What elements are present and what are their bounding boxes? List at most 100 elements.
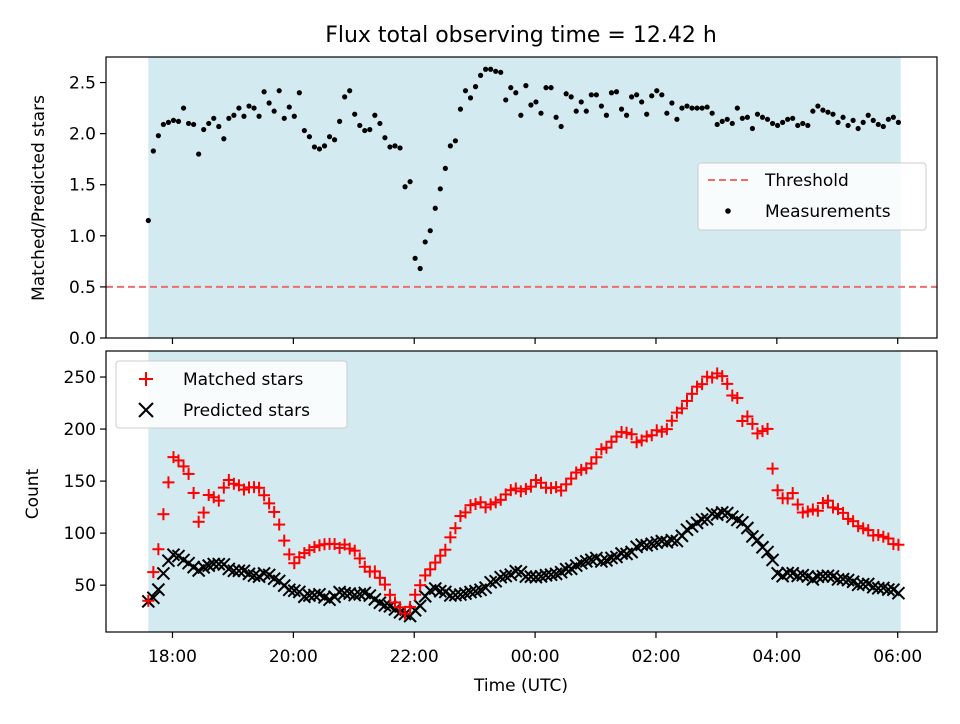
matched-star-point [162, 476, 175, 489]
top-y-axis-ticks: 0.0 0.5 1.0 1.5 2.0 2.5 [69, 74, 106, 349]
matched-star-point [217, 481, 230, 494]
matched-star-point [504, 484, 517, 497]
matched-star-point [152, 543, 165, 556]
matched-star-point [147, 566, 160, 579]
predicted-star-point [287, 584, 302, 598]
y-tick-label: 1.5 [69, 176, 96, 196]
measurement-point [704, 104, 710, 110]
predicted-star-stroke [760, 545, 775, 559]
x-tick-label: 00:00 [511, 647, 560, 667]
predicted-star-point [307, 588, 322, 602]
predicted-star-stroke [242, 567, 256, 581]
predicted-star-point [232, 564, 246, 578]
predicted-star-stroke [267, 571, 281, 586]
predicted-star-stroke [494, 570, 508, 584]
measurement-point [442, 165, 448, 171]
measurement-point [593, 92, 599, 98]
matched-star-point [771, 484, 784, 497]
measurement-point [558, 123, 564, 130]
matched-star-point [187, 486, 200, 499]
measurement-point [216, 123, 222, 130]
matched-star-point [862, 524, 875, 537]
measurement-point [452, 138, 459, 144]
bottom-legend: Matched stars Predicted stars [115, 360, 348, 429]
y-tick-label: 250 [64, 368, 96, 388]
measurement-point [387, 144, 393, 150]
bottom-legend-box [115, 360, 348, 429]
matched-star-point [640, 430, 653, 443]
predicted-star-stroke [856, 577, 870, 591]
matched-star-point [716, 370, 729, 383]
predicted-star-point [468, 584, 483, 598]
matched-star-point [660, 423, 673, 436]
legend-predicted-swatch [138, 402, 154, 418]
matched-star-point [691, 380, 704, 393]
measurement-point [865, 112, 871, 118]
matched-star-point [494, 493, 507, 506]
matched-star-point [801, 505, 814, 518]
measurement-point [639, 99, 645, 105]
matched-star-point [343, 542, 356, 555]
predicted-star-stroke [791, 569, 805, 583]
predicted-star-stroke [826, 569, 840, 584]
matched-star-point [761, 422, 774, 435]
measurement-point [830, 111, 836, 117]
matched-star-point [409, 588, 422, 601]
matched-star-point [816, 496, 829, 509]
measurement-point [684, 103, 690, 109]
predicted-star-stroke [463, 585, 478, 599]
measurement-point [548, 85, 554, 91]
measurement-point [825, 109, 831, 115]
measurement-point [155, 133, 161, 139]
matched-star-point [479, 501, 492, 514]
measurement-point [145, 217, 151, 224]
predicted-star-point [483, 575, 498, 589]
bottom-x-axis-label: Time (UTC) [473, 676, 568, 696]
measurement-point [271, 108, 277, 114]
measurement-point [291, 113, 297, 119]
predicted-star-stroke [740, 521, 755, 535]
matched-star-point [721, 377, 734, 390]
measurement-point [785, 116, 791, 122]
measurement-point [362, 127, 368, 134]
measurement-point [669, 100, 675, 106]
matched-star-point [872, 529, 885, 542]
predicted-star-stroke [519, 569, 533, 584]
predicted-star-point [282, 583, 296, 597]
measurement-point [337, 118, 343, 124]
predicted-star-stroke [483, 575, 498, 589]
matched-star-point [509, 482, 522, 495]
predicted-star-stroke [237, 564, 251, 578]
matched-star-point [560, 478, 573, 491]
measurement-point [372, 112, 378, 118]
matched-star-point [348, 544, 361, 557]
measurement-point [674, 116, 680, 122]
measurement-point [165, 119, 172, 125]
measurement-point [583, 108, 589, 114]
measurement-point [211, 115, 217, 121]
top-plot-frame [105, 56, 938, 339]
x-tick-label: 18:00 [148, 647, 197, 667]
measurement-point [573, 108, 579, 114]
measurement-point [412, 255, 418, 261]
predicted-star-stroke [851, 578, 865, 592]
matched-star-point [449, 522, 462, 535]
predicted-star-point [166, 547, 181, 562]
predicted-star-stroke [705, 506, 719, 521]
matched-star-point [791, 498, 804, 511]
predicted-star-point [519, 569, 533, 584]
predicted-star-stroke [453, 587, 468, 602]
measurement-point [664, 110, 670, 116]
measurement-point [367, 126, 373, 133]
measurement-point [286, 104, 292, 110]
predicted-star-point [836, 572, 850, 586]
predicted-star-stroke [614, 546, 629, 561]
matched-star-point [474, 496, 487, 509]
matched-star-point [237, 483, 250, 496]
predicted-star-stroke [650, 535, 664, 550]
matched-star-point [781, 492, 794, 505]
measurement-point [321, 143, 328, 149]
measurement-point [533, 99, 539, 105]
matched-star-point [368, 565, 381, 578]
top-panel: 0.0 0.5 1.0 1.5 2.0 2.5 Matched/Predicted sta… [29, 56, 938, 349]
